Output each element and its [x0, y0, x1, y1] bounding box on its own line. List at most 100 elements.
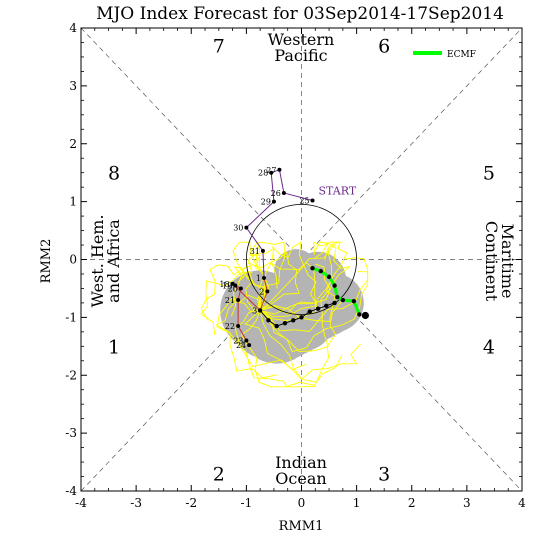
ecmf-point [335, 294, 340, 300]
observed-point [260, 248, 265, 253]
ecmf-point [340, 297, 346, 303]
y-tick-label: 4 [69, 21, 77, 35]
ecmf-track [310, 265, 369, 320]
ensemble-mean-point [299, 315, 304, 320]
ecmf-point [310, 265, 315, 271]
ensemble-mean-point [266, 318, 271, 323]
observed-segment [245, 227, 264, 252]
y-tick-label: -1 [65, 310, 77, 324]
observed-day-label: 23 [233, 337, 243, 346]
start-label: START [319, 184, 357, 197]
legend-ecmf-label: ECMF [447, 50, 476, 60]
ensemble-mean-line [259, 302, 335, 327]
ecmf-point [326, 274, 332, 280]
y-tick-label: -4 [65, 484, 77, 498]
ensemble-member-line [259, 241, 343, 311]
ensemble-mean-point [307, 309, 312, 314]
observed-day-label: 26 [271, 189, 281, 198]
ensemble-members [200, 241, 369, 388]
ensemble-member-line [241, 243, 270, 314]
y-axis-label: RMM2 [39, 239, 54, 284]
x-tick-label: -3 [130, 496, 142, 510]
observed-day-label: 22 [225, 322, 235, 331]
ensemble-member-line [259, 270, 369, 353]
observed-day-label: 31 [250, 247, 260, 256]
ensemble-mean-point [274, 323, 279, 329]
ensemble-mean-point [257, 308, 263, 313]
ensemble-member-line [200, 271, 267, 335]
chart-title: MJO Index Forecast for 03Sep2014-17Sep20… [96, 4, 504, 24]
y-tick-label: -3 [65, 426, 77, 440]
x-tick-label: 1 [353, 496, 361, 510]
observed-segment [278, 169, 285, 194]
observed-point [310, 198, 315, 203]
observed-point [247, 343, 252, 348]
y-tick-label: 3 [69, 79, 77, 93]
observed-day-label: 3 [252, 306, 257, 315]
y-tick-label: 0 [69, 253, 77, 267]
x-tick-label: 2 [408, 496, 416, 510]
observed-day-label: 21 [225, 296, 235, 305]
observed-point [262, 276, 267, 281]
phase-number-3: 3 [378, 464, 390, 486]
region-labels: Western Pacific Indian Ocean Maritime Co… [88, 30, 517, 488]
observed-day-label: 24 [236, 341, 246, 350]
observed-point [236, 298, 241, 303]
ecmf-point [351, 298, 357, 304]
observed-point [269, 170, 274, 175]
region-right-line-1: Maritime [498, 224, 517, 299]
ensemble-member-line [260, 241, 336, 323]
observed-segment [259, 291, 268, 311]
observed-day-label: 30 [233, 224, 243, 233]
observed-segment [232, 283, 261, 311]
phase-number-4: 4 [483, 336, 495, 358]
ensemble-mean-point [315, 306, 321, 311]
observed-segment [270, 172, 275, 202]
phase-number-8: 8 [108, 163, 120, 185]
ensemble-member-line [250, 241, 286, 311]
ensemble-mean-point [332, 300, 337, 306]
region-top-line-1: Western [268, 30, 335, 49]
region-bottom-line-2: Ocean [275, 469, 326, 488]
phase-number-7: 7 [213, 35, 225, 57]
region-left-line-1: West. Hem. [88, 214, 107, 307]
x-axis-ticks: -4 -3 -2 -1 0 1 2 3 4 [75, 28, 526, 510]
observed-segment [263, 277, 268, 292]
x-tick-label: 0 [298, 496, 306, 510]
observed-point [271, 199, 276, 204]
phase-number-6: 6 [378, 35, 390, 57]
observed-day-label: 20 [228, 284, 238, 293]
x-tick-label: -2 [185, 496, 197, 510]
ensemble-member-line [234, 297, 316, 388]
ecmf-point [332, 283, 337, 288]
observed-segment [246, 201, 275, 229]
observed-point [277, 167, 282, 172]
phase-number-1: 1 [108, 336, 120, 358]
observed-point [233, 283, 238, 288]
region-top-line-2: Pacific [274, 46, 327, 65]
x-tick-label: 3 [463, 496, 471, 510]
y-tick-label: 1 [69, 195, 77, 209]
x-tick-label: -4 [75, 496, 87, 510]
observed-day-label: 1 [256, 274, 261, 283]
ensemble-member-line [259, 257, 369, 332]
observed-point [238, 286, 243, 291]
ensemble-member-line [244, 310, 361, 380]
ensemble-member-line [259, 263, 331, 353]
observed-point [244, 225, 249, 230]
region-bottom-line-1: Indian [275, 453, 327, 472]
observed-day-label: 28 [258, 169, 268, 178]
ensemble-mean-point [282, 320, 288, 326]
region-left-line-2: and Africa [104, 219, 123, 303]
unit-circle [245, 203, 358, 316]
ensemble-mean-point [291, 318, 296, 323]
ensemble-mean-point [324, 303, 329, 308]
phase-number-5: 5 [483, 163, 495, 185]
region-right-line-2: Continent [482, 221, 501, 302]
ensemble-mean-track [257, 300, 337, 329]
x-tick-label: -1 [241, 496, 253, 510]
x-tick-label: 4 [518, 496, 526, 510]
